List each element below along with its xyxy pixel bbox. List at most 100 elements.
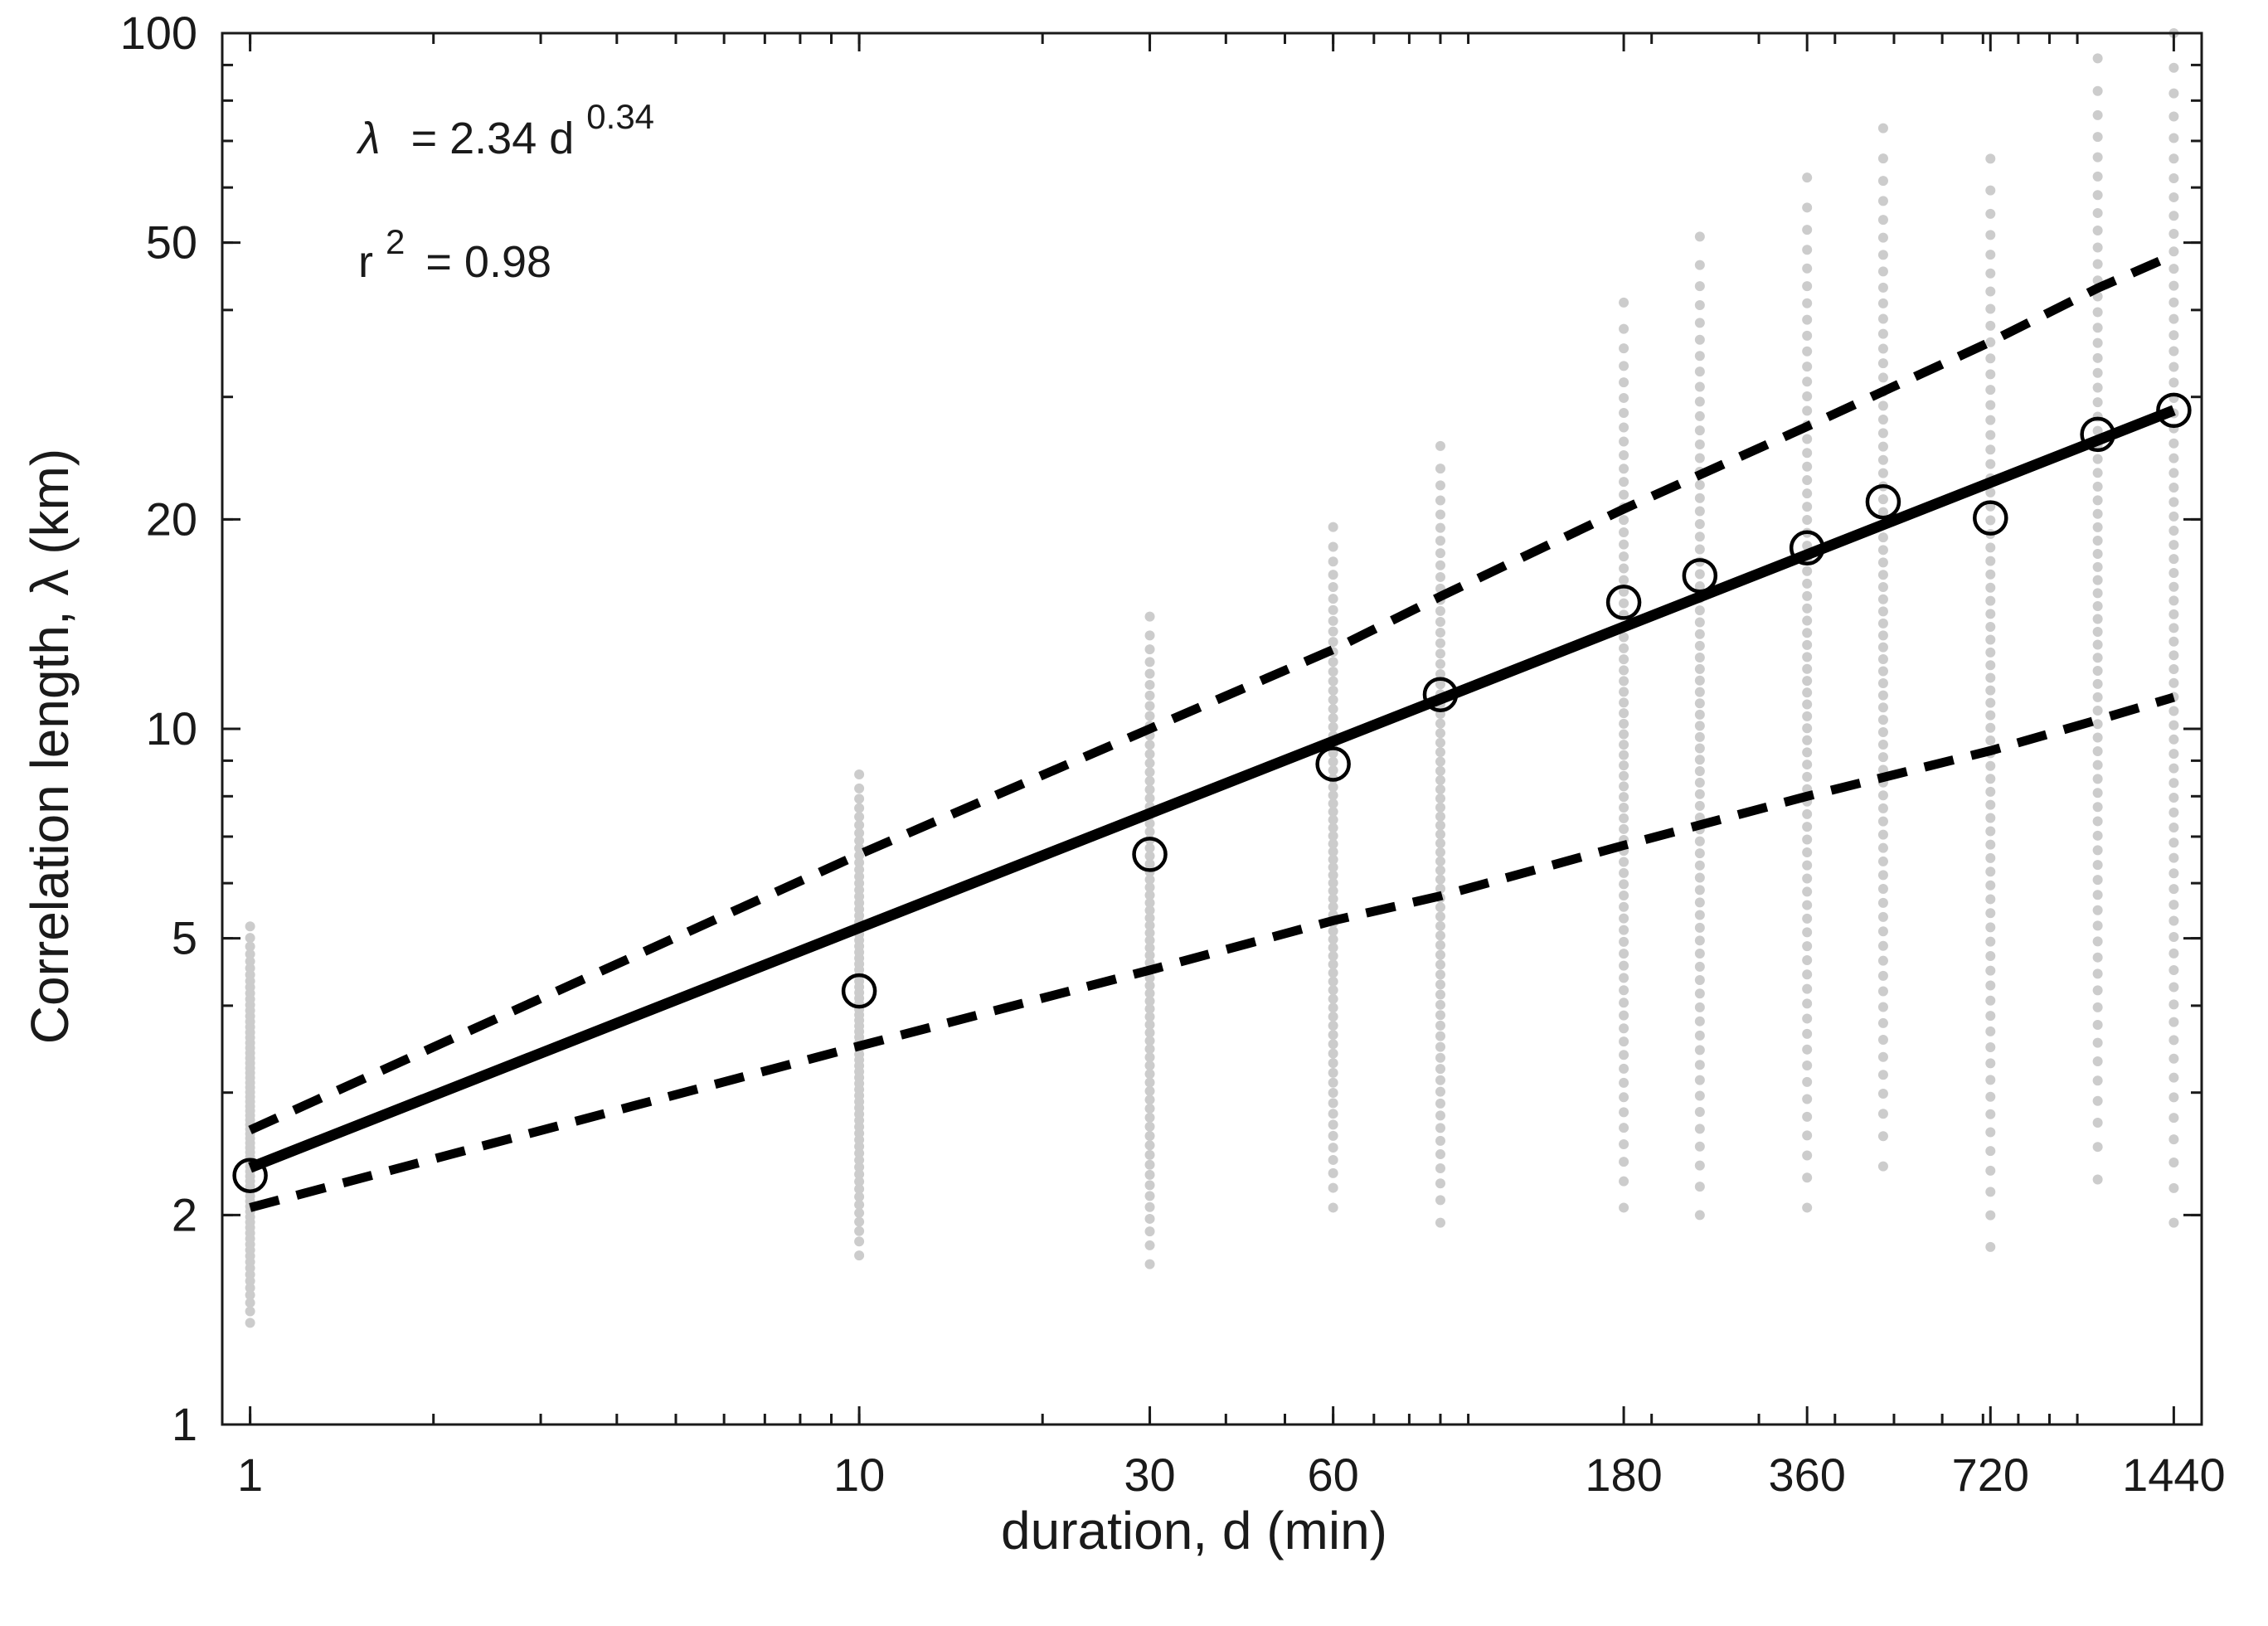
- scatter-point: [1694, 640, 1705, 651]
- scatter-point: [245, 1318, 255, 1328]
- scatter-point: [1985, 922, 1996, 933]
- scatter-point: [1144, 1213, 1155, 1224]
- scatter-point: [2168, 884, 2179, 895]
- scatter-point: [1877, 856, 1888, 866]
- scatter-point: [1435, 999, 1445, 1010]
- r2-symbol: r: [358, 237, 373, 287]
- scatter-point: [2092, 1075, 2103, 1086]
- scatter-point: [1877, 870, 1888, 881]
- scatter-point: [854, 1169, 865, 1180]
- scatter-point: [854, 803, 865, 813]
- scatter-point: [1619, 890, 1629, 900]
- scatter-point: [1435, 1020, 1445, 1031]
- scatter-point: [1144, 701, 1155, 711]
- scatter-point: [1802, 886, 1813, 897]
- scatter-point: [1694, 569, 1705, 580]
- scatter-point: [854, 828, 865, 838]
- scatter-point: [1802, 760, 1813, 770]
- scatter-point: [1985, 542, 1996, 553]
- scatter-point: [1802, 998, 1813, 1009]
- scatter-point: [1877, 313, 1888, 324]
- scatter-point: [1619, 813, 1629, 823]
- scatter-point: [1694, 493, 1705, 503]
- scatter-point: [1328, 1143, 1338, 1153]
- scatter-point: [2168, 677, 2179, 688]
- scatter-point: [2168, 1113, 2179, 1124]
- fit-line: [248, 405, 2176, 1173]
- scatter-point: [245, 949, 255, 959]
- scatter-point: [2168, 852, 2179, 863]
- equation-annotation: λ = 2.34 d 0.34: [356, 97, 654, 163]
- scatter-point: [1985, 894, 1996, 905]
- scatter-point: [1144, 758, 1155, 769]
- scatter-point: [1877, 642, 1888, 653]
- scatter-point: [1802, 983, 1813, 994]
- scatter-point: [1877, 1002, 1888, 1012]
- scatter-point: [1985, 1241, 1996, 1252]
- scatter-point: [2168, 900, 2179, 910]
- scatter-point: [1802, 578, 1813, 589]
- scatter-point: [854, 857, 865, 868]
- scatter-point: [1144, 1019, 1155, 1030]
- scatter-point: [2168, 1134, 2179, 1145]
- scatter-point: [1802, 1150, 1813, 1161]
- scatter-point: [2092, 653, 2103, 663]
- scatter-point: [1328, 556, 1338, 567]
- scatter-point: [1694, 231, 1705, 242]
- scatter-point: [1619, 598, 1629, 609]
- scatter-point: [1144, 1130, 1155, 1141]
- scatter-point: [2092, 719, 2103, 730]
- scatter-point: [1619, 361, 1629, 371]
- scatter-point: [854, 1184, 865, 1195]
- scatter-point: [1619, 949, 1629, 959]
- scatter-point: [1328, 894, 1338, 905]
- scatter-point: [1619, 867, 1629, 878]
- scatter-point: [1435, 548, 1445, 559]
- scatter-point: [2092, 788, 2103, 798]
- scatter-point: [1435, 669, 1445, 680]
- x-axis-label: duration, d (min): [1001, 1501, 1387, 1560]
- scatter-point: [1877, 816, 1888, 827]
- scatter-point: [2092, 575, 2103, 585]
- scatter-point: [1328, 756, 1338, 767]
- scatter-point: [1985, 1058, 1996, 1069]
- scatter-point: [1144, 928, 1155, 939]
- scatter-point: [1877, 414, 1888, 425]
- scatter-point: [1328, 1087, 1338, 1098]
- scatter-point: [1619, 1036, 1629, 1047]
- scatter-point: [1877, 343, 1888, 354]
- scatter-point: [2092, 207, 2103, 218]
- scatter-point: [2168, 153, 2179, 164]
- scatter-point: [1144, 1180, 1155, 1191]
- scatter-point: [2168, 915, 2179, 926]
- scatter-point: [1985, 430, 1996, 440]
- scatter-point: [1802, 1202, 1813, 1213]
- scatter-point: [1802, 603, 1813, 614]
- x-tick-label: 30: [1124, 1449, 1175, 1501]
- scatter-point: [1985, 965, 1996, 976]
- scatter-point: [1877, 1051, 1888, 1062]
- scatter-point: [2168, 280, 2179, 291]
- y-tick-label: 1: [172, 1398, 197, 1450]
- scatter-point: [1619, 1010, 1629, 1021]
- scatter-point: [1619, 936, 1629, 947]
- scatter-point: [2092, 522, 2103, 532]
- scatter-point: [1802, 514, 1813, 525]
- scatter-point: [2092, 307, 2103, 318]
- scatter-point: [854, 1199, 865, 1210]
- scatter-point: [1877, 677, 1888, 688]
- scatter-point: [1619, 477, 1629, 488]
- scatter-point: [1694, 663, 1705, 674]
- scatter-point: [1144, 996, 1155, 1007]
- scatter-point: [1435, 1086, 1445, 1097]
- scatter-point: [1694, 789, 1705, 799]
- x-tick-label: 60: [1307, 1449, 1358, 1501]
- scatter-point: [2168, 297, 2179, 308]
- scatter-point: [1328, 1030, 1338, 1041]
- scatter-point: [1985, 320, 1996, 331]
- scatter-point: [2092, 536, 2103, 546]
- scatter-point: [1694, 836, 1705, 847]
- scatter-point: [2168, 749, 2179, 760]
- scatter-point: [2092, 952, 2103, 963]
- scatter-point: [1877, 594, 1888, 604]
